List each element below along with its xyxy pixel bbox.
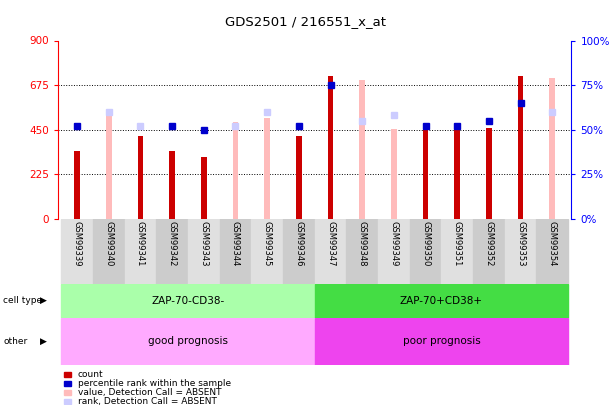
Text: other: other bbox=[3, 337, 27, 346]
Text: GSM99342: GSM99342 bbox=[167, 221, 177, 266]
Text: GSM99354: GSM99354 bbox=[548, 221, 557, 266]
Text: percentile rank within the sample: percentile rank within the sample bbox=[78, 379, 231, 388]
Bar bbox=[296, 136, 302, 219]
Bar bbox=[74, 151, 80, 219]
Bar bbox=[61, 284, 315, 318]
Text: GSM99339: GSM99339 bbox=[73, 221, 81, 266]
Text: ZAP-70+CD38+: ZAP-70+CD38+ bbox=[400, 296, 483, 306]
Text: GSM99352: GSM99352 bbox=[485, 221, 494, 266]
Bar bbox=[549, 78, 555, 219]
Text: ▶: ▶ bbox=[40, 296, 46, 305]
Bar bbox=[410, 219, 441, 284]
Text: GSM99350: GSM99350 bbox=[421, 221, 430, 266]
Bar bbox=[251, 219, 283, 284]
Text: cell type: cell type bbox=[3, 296, 42, 305]
Bar bbox=[93, 219, 125, 284]
Text: GSM99344: GSM99344 bbox=[231, 221, 240, 266]
Bar bbox=[455, 129, 460, 219]
Bar bbox=[156, 219, 188, 284]
Text: GSM99340: GSM99340 bbox=[104, 221, 113, 266]
Bar bbox=[201, 157, 207, 219]
Bar bbox=[265, 118, 270, 219]
Text: GSM99351: GSM99351 bbox=[453, 221, 462, 266]
Bar bbox=[423, 128, 428, 219]
Bar bbox=[283, 219, 315, 284]
Bar bbox=[486, 128, 492, 219]
Bar bbox=[61, 318, 315, 364]
Bar bbox=[359, 80, 365, 219]
Bar bbox=[505, 219, 536, 284]
Text: ▶: ▶ bbox=[40, 337, 46, 346]
Bar bbox=[315, 219, 346, 284]
Bar bbox=[346, 219, 378, 284]
Text: GSM99353: GSM99353 bbox=[516, 221, 525, 266]
Text: poor prognosis: poor prognosis bbox=[403, 336, 480, 346]
Bar bbox=[188, 219, 219, 284]
Bar bbox=[219, 219, 251, 284]
Bar bbox=[391, 129, 397, 219]
Text: GDS2501 / 216551_x_at: GDS2501 / 216551_x_at bbox=[225, 15, 386, 28]
Bar bbox=[536, 219, 568, 284]
Bar bbox=[61, 219, 93, 284]
Text: GSM99343: GSM99343 bbox=[199, 221, 208, 266]
Text: value, Detection Call = ABSENT: value, Detection Call = ABSENT bbox=[78, 388, 221, 397]
Text: GSM99347: GSM99347 bbox=[326, 221, 335, 266]
Bar bbox=[125, 219, 156, 284]
Text: GSM99348: GSM99348 bbox=[357, 221, 367, 266]
Text: count: count bbox=[78, 370, 103, 379]
Bar bbox=[169, 151, 175, 219]
Bar bbox=[233, 122, 238, 219]
Bar bbox=[378, 219, 410, 284]
Text: rank, Detection Call = ABSENT: rank, Detection Call = ABSENT bbox=[78, 397, 216, 405]
Bar bbox=[137, 136, 143, 219]
Bar bbox=[106, 114, 112, 219]
Text: GSM99341: GSM99341 bbox=[136, 221, 145, 266]
Text: GSM99345: GSM99345 bbox=[263, 221, 272, 266]
Bar bbox=[315, 318, 568, 364]
Bar bbox=[315, 284, 568, 318]
Text: GSM99349: GSM99349 bbox=[389, 221, 398, 266]
Bar bbox=[327, 76, 334, 219]
Bar bbox=[473, 219, 505, 284]
Bar bbox=[518, 76, 524, 219]
Text: GSM99346: GSM99346 bbox=[295, 221, 303, 266]
Text: good prognosis: good prognosis bbox=[148, 336, 228, 346]
Bar bbox=[441, 219, 473, 284]
Text: ZAP-70-CD38-: ZAP-70-CD38- bbox=[152, 296, 225, 306]
